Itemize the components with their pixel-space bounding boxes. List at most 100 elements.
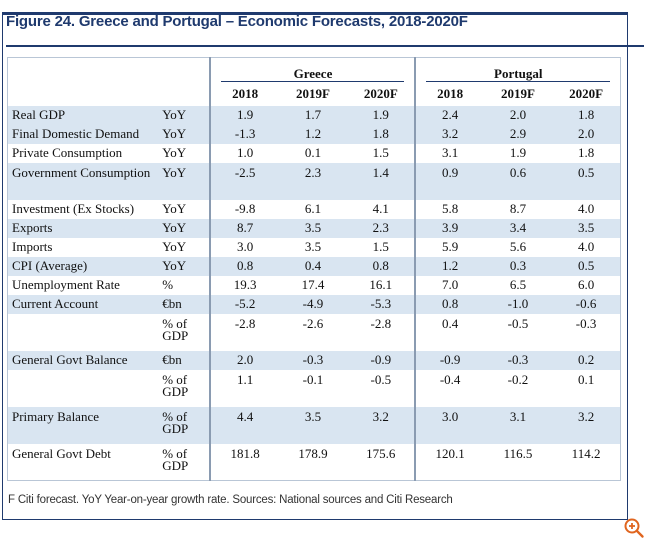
value-cell: 5.9 [442, 238, 459, 254]
row-label: Final Domestic Demand [7, 124, 159, 144]
value-cell: 0.4 [442, 315, 459, 331]
value-cell: 3.1 [483, 406, 553, 444]
group-portugal-label: Portugal [426, 67, 610, 82]
row-label: CPI (Average) [7, 256, 159, 276]
value-cell: 7.0 [442, 276, 459, 292]
year-header-row: 2018 2019F 2020F 2018 2019F 2020F [8, 81, 621, 106]
value-cell: 1.0 [209, 143, 279, 163]
table-row: % of GDP -2.8 -2.6 -2.8 0.4 -0.5 -0.3 [8, 313, 621, 351]
title-divider [6, 45, 644, 47]
value-cell: 1.7 [278, 105, 348, 125]
value-cell: 116.5 [503, 445, 533, 461]
value-cell: -2.5 [209, 162, 279, 200]
value-cell: 1.9 [509, 144, 527, 160]
table-row: % of GDP 1.1 -0.1 -0.5 -0.4 -0.2 0.1 [8, 369, 621, 407]
value-cell: -0.4 [439, 371, 461, 387]
value-cell: 0.8 [415, 294, 484, 314]
value-cell: 1.1 [209, 369, 279, 407]
value-cell: 1.8 [552, 105, 621, 125]
table-row: CPI (Average) YoY 0.8 0.4 0.8 1.2 0.3 0.5 [7, 256, 621, 276]
value-cell: 0.8 [347, 256, 417, 276]
value-cell: -2.6 [302, 315, 324, 331]
value-cell: 178.9 [298, 445, 328, 461]
value-cell: -0.2 [507, 371, 529, 387]
group-portugal-cell: Portugal [415, 58, 620, 82]
value-cell: 6.1 [304, 200, 322, 216]
value-cell: 0.5 [552, 162, 621, 200]
value-cell: 5.8 [442, 200, 459, 216]
row-unit: YoY [158, 256, 211, 276]
value-cell: 1.4 [347, 162, 417, 200]
value-cell: 1.9 [347, 105, 417, 125]
value-cell: 19.3 [209, 275, 279, 295]
year-header: 2020F [347, 81, 417, 106]
year-header: 2019F [501, 85, 535, 101]
table-row: Investment (Ex Stocks) YoY -9.8 6.1 4.1 5.8 8.… [8, 199, 621, 219]
value-cell: 4.4 [209, 406, 279, 444]
value-cell: 0.6 [483, 162, 553, 200]
table-row: General Govt Debt % of GDP 181.8 178.9 175.6… [8, 443, 621, 481]
value-cell: 0.2 [552, 350, 621, 370]
value-cell: -0.9 [347, 350, 417, 370]
value-cell: -0.9 [415, 350, 484, 370]
row-label [8, 314, 159, 351]
row-label: General Govt Balance [7, 350, 159, 370]
value-cell: 1.2 [415, 256, 484, 276]
value-cell: -0.5 [347, 369, 417, 407]
row-unit: % of GDP [162, 445, 189, 473]
value-cell: 1.5 [347, 143, 417, 163]
value-cell: 3.0 [209, 237, 279, 257]
value-cell: 0.1 [304, 144, 322, 160]
row-label: Exports [7, 218, 159, 238]
year-header: 2020F [569, 85, 604, 101]
group-greece-label: Greece [221, 67, 405, 82]
row-label: Investment (Ex Stocks) [12, 200, 135, 216]
value-cell: 3.5 [278, 406, 348, 444]
value-cell: 114.2 [571, 445, 601, 461]
value-cell: 2.3 [347, 218, 417, 238]
forecast-table: Greece Portugal 2018 2019F 2020F 2018 20… [7, 57, 621, 481]
row-unit: YoY [158, 162, 211, 200]
value-cell: -0.1 [302, 371, 324, 387]
row-label: Current Account [7, 294, 159, 314]
year-header: 2018 [437, 85, 464, 101]
row-unit: €bn [158, 294, 211, 314]
row-label [8, 370, 159, 407]
value-cell: -0.6 [552, 294, 621, 314]
value-cell: 3.4 [483, 218, 553, 238]
value-cell: 2.0 [209, 350, 279, 370]
table-row: Imports YoY 3.0 3.5 1.5 5.9 5.6 4.0 [8, 237, 621, 257]
group-header-row: Greece Portugal [8, 57, 621, 82]
value-cell: 120.1 [435, 445, 465, 461]
value-cell: -5.2 [209, 294, 279, 314]
table-row: Unemployment Rate% 19.3 17.4 16.1 7.0 6.5 6.0 [8, 275, 621, 295]
value-cell: 3.2 [552, 406, 621, 444]
row-label: Unemployment Rate [12, 276, 120, 292]
value-cell: 3.2 [347, 406, 417, 444]
row-label: Private Consumption [12, 144, 123, 160]
value-cell: 6.0 [577, 276, 595, 292]
value-cell: 3.2 [415, 124, 484, 144]
value-cell: 0.3 [483, 256, 553, 276]
zoom-in-icon[interactable] [623, 517, 645, 539]
table-row: Current Account €bn -5.2 -4.9 -5.3 0.8 -1.0 -0.… [7, 294, 621, 314]
figure-title: Figure 24. Greece and Portugal – Economi… [6, 13, 468, 30]
value-cell: 17.4 [301, 276, 325, 292]
table-row: Primary Balance% of GDP 4.4 3.5 3.2 3.0 3.1 3.… [7, 406, 621, 444]
value-cell: -0.5 [507, 315, 529, 331]
value-cell: 3.5 [278, 218, 348, 238]
value-cell: 181.8 [209, 443, 279, 481]
value-cell: 0.8 [209, 256, 279, 276]
row-label: Imports [12, 238, 53, 254]
value-cell: 3.0 [415, 406, 484, 444]
year-header: 2019F [295, 85, 330, 101]
row-label: Real GDP [7, 105, 159, 125]
table-row: Exports YoY 8.7 3.5 2.3 3.9 3.4 3.5 [7, 218, 621, 238]
row-unit: YoY [158, 218, 211, 238]
value-cell: 4.0 [577, 238, 595, 254]
figure-footnote: F Citi forecast. YoY Year-on-year growth… [8, 494, 453, 506]
value-cell: -0.3 [575, 315, 597, 331]
table-row: Government Consumption YoY -2.5 2.3 1.4 0.9 0.… [7, 162, 621, 200]
row-unit: YoY [162, 144, 187, 160]
value-cell: 2.4 [415, 105, 484, 125]
